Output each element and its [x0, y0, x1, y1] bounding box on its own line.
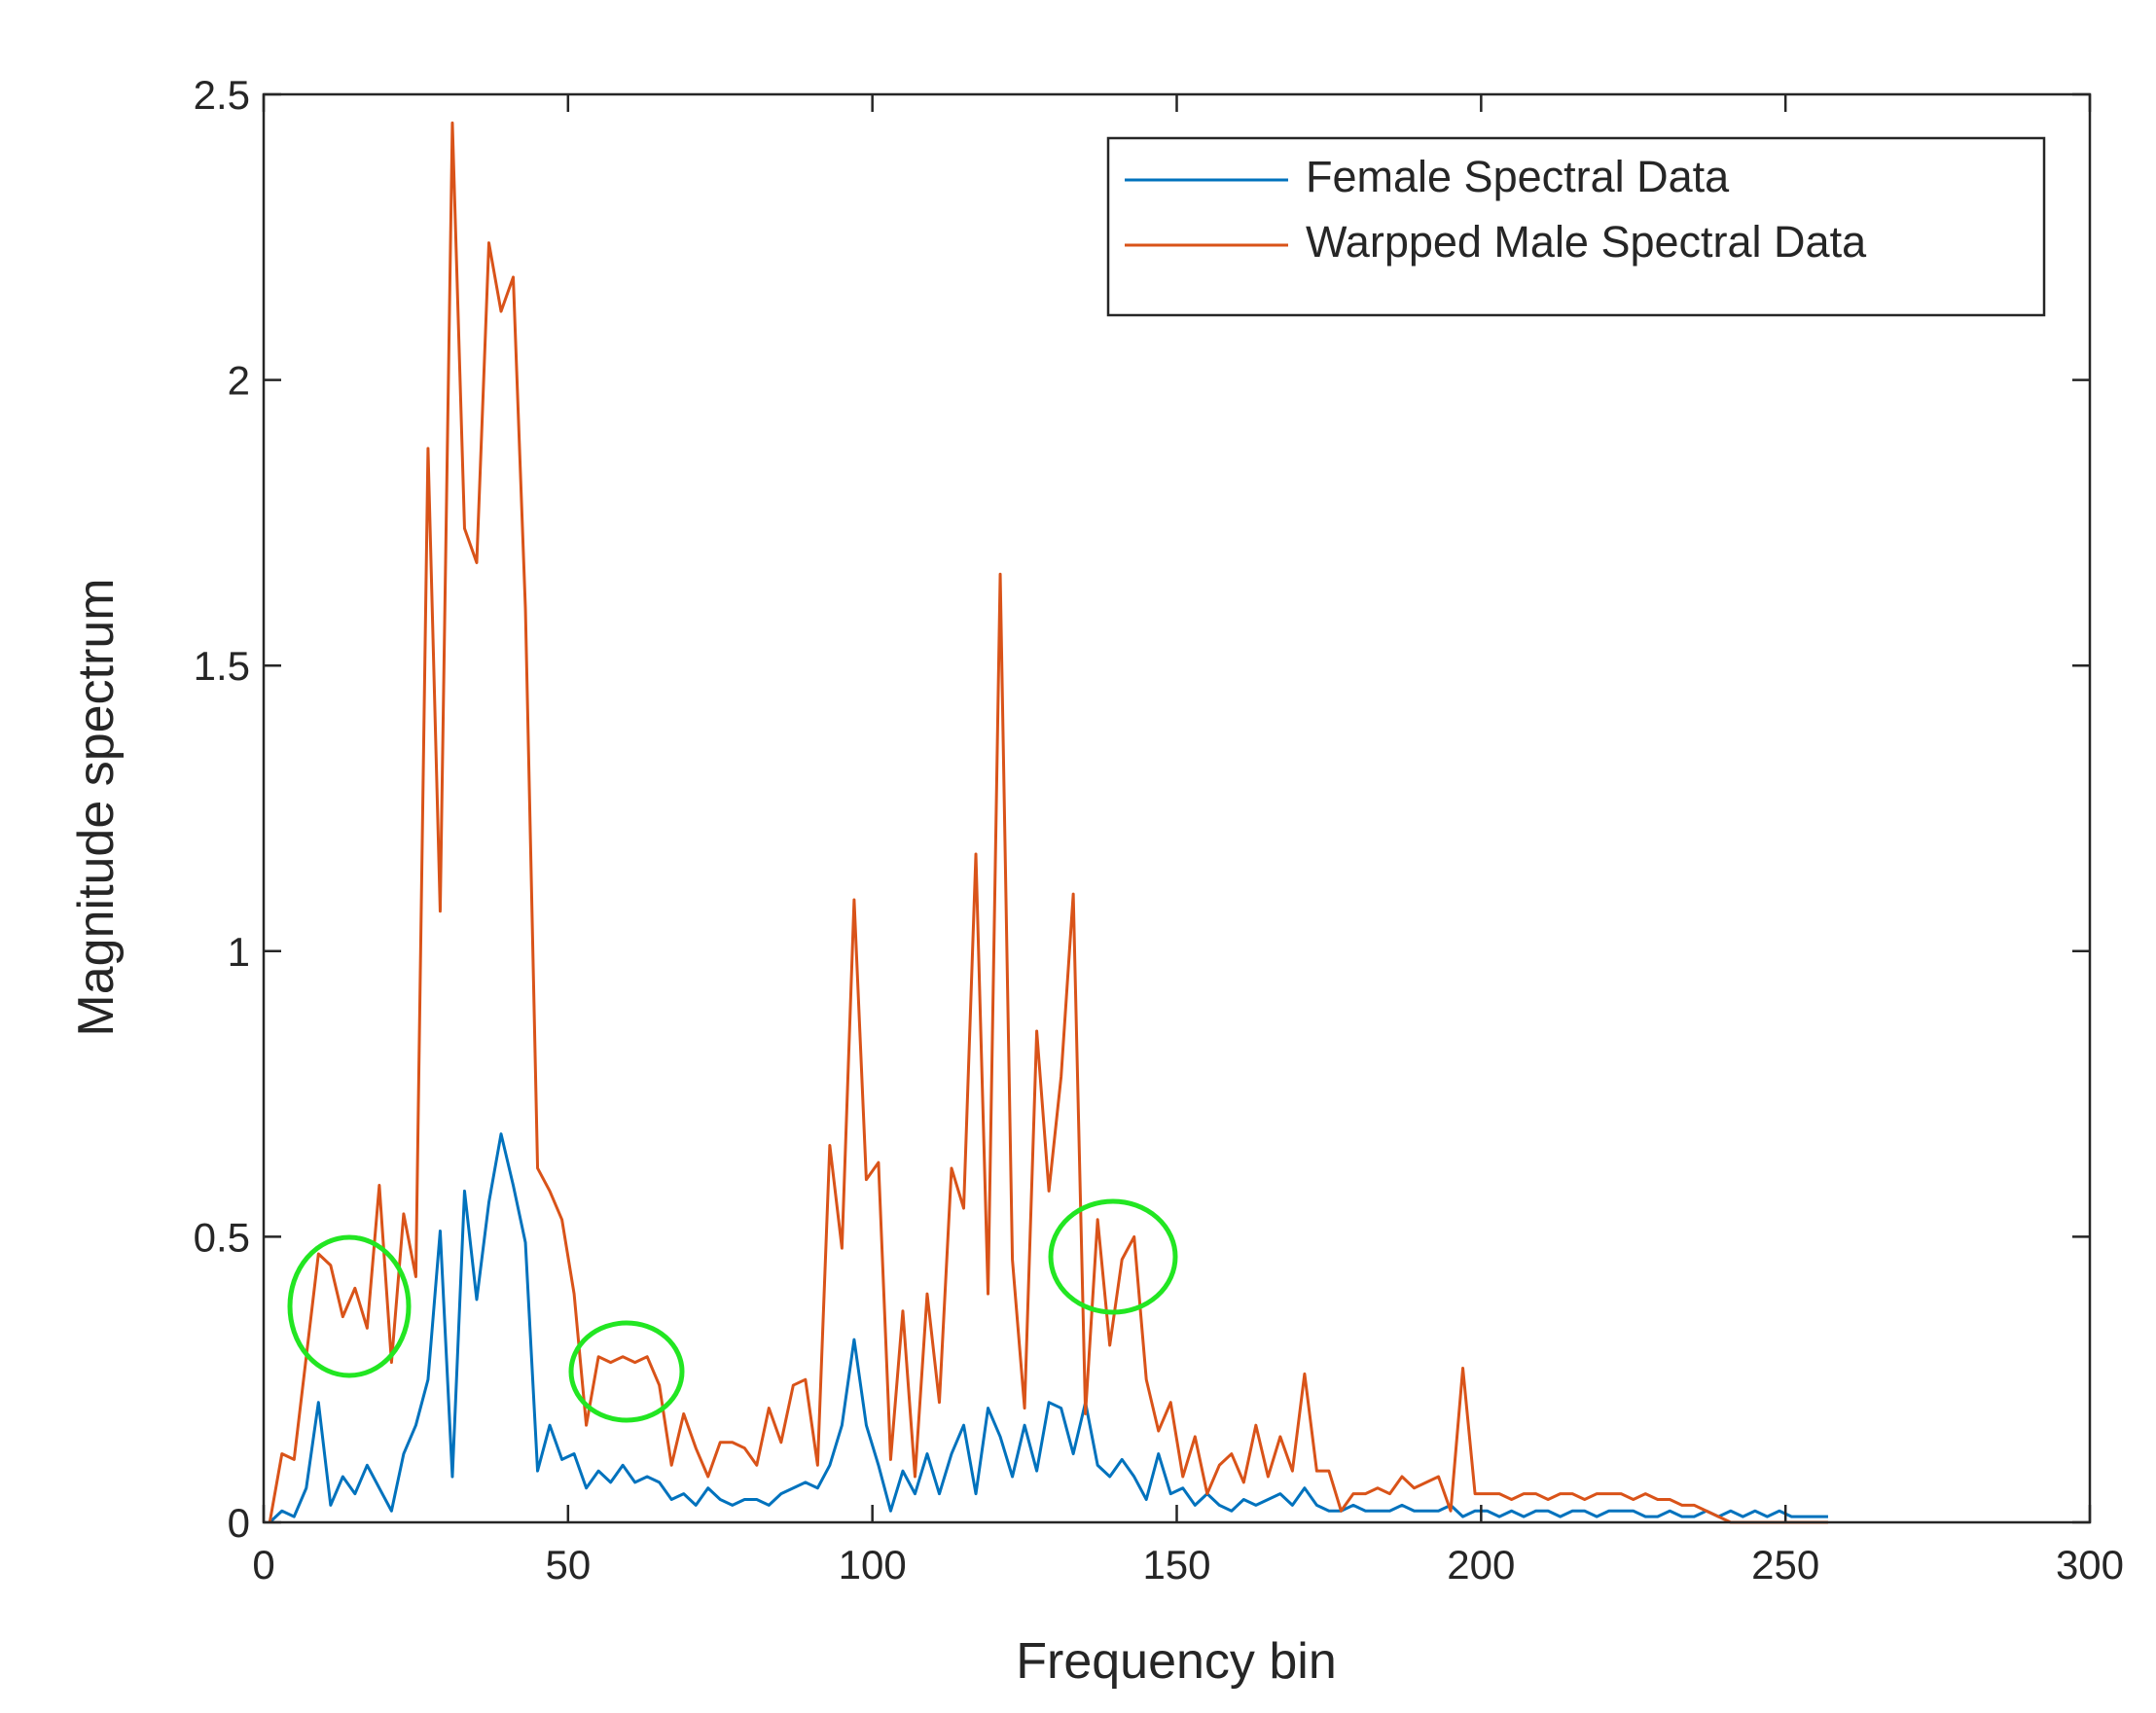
x-axis-label: Frequency bin — [1016, 1633, 1337, 1690]
x-tick-label: 200 — [1447, 1542, 1515, 1588]
x-tick-label: 250 — [1751, 1542, 1819, 1588]
x-tick-label: 0 — [252, 1542, 274, 1588]
y-tick-label: 1.5 — [194, 643, 250, 689]
legend-box — [1106, 136, 2046, 317]
legend-label: Warpped Male Spectral Data — [1306, 217, 1867, 267]
y-tick-label: 2 — [228, 358, 250, 404]
x-tick-label: 50 — [545, 1542, 591, 1588]
y-tick-label: 0.5 — [194, 1214, 250, 1260]
y-tick-label: 1 — [228, 929, 250, 975]
y-tick-label: 0 — [228, 1500, 250, 1546]
x-tick-label: 100 — [839, 1542, 907, 1588]
y-axis-label: Magnitude spectrum — [68, 578, 125, 1036]
y-tick-label: 2.5 — [194, 72, 250, 118]
legend-label: Female Spectral Data — [1306, 152, 1730, 201]
x-tick-label: 150 — [1142, 1542, 1210, 1588]
highlight-circle — [287, 1234, 412, 1378]
highlight-circle — [568, 1320, 685, 1423]
highlight-circle — [1048, 1198, 1178, 1315]
annotations — [287, 1198, 1178, 1423]
data-line — [268, 121, 1828, 1524]
x-tick-label: 300 — [2056, 1542, 2124, 1588]
data-line — [269, 1132, 1828, 1524]
